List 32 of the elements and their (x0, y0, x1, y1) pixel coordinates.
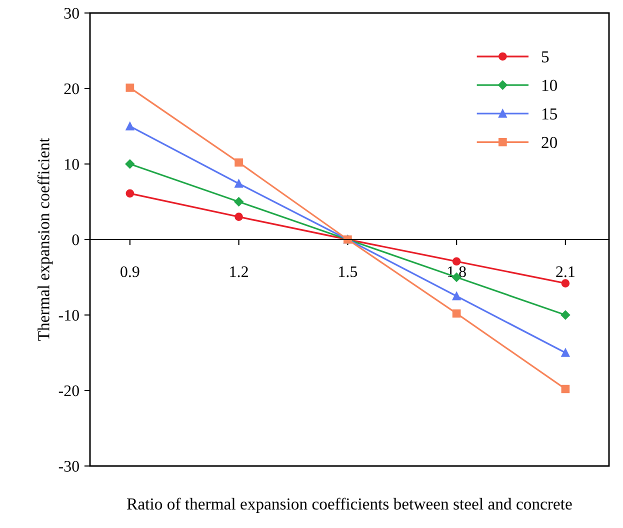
y-tick-label: 30 (64, 8, 79, 19)
point (560, 310, 570, 320)
point (126, 122, 134, 130)
legend-label: 5 (542, 51, 549, 62)
y-tick-label: 20 (64, 83, 79, 94)
x-tick-label: 1.2 (230, 266, 248, 278)
point (234, 212, 243, 222)
point (234, 179, 243, 188)
point (125, 159, 135, 169)
legend-label: 15 (542, 108, 558, 120)
y-tick-label: 0 (72, 234, 79, 246)
point (234, 197, 244, 206)
point (452, 292, 461, 300)
point (561, 279, 570, 288)
point (452, 257, 461, 266)
x-tick-label: 1.5 (339, 266, 358, 278)
point (452, 309, 461, 318)
legend-label: 20 (542, 136, 558, 148)
y-tick-label: 10 (65, 158, 79, 170)
point (561, 348, 570, 357)
x-axis-title: Ratio of thermal expansion coefficients between steel and concrete (127, 498, 572, 513)
y-axis-title: Thermal expansion coefficient (37, 138, 53, 341)
legend-label: 10 (542, 80, 558, 92)
y-tick-label: -10 (58, 310, 79, 321)
y-tick-label: -30 (58, 460, 79, 472)
point (126, 84, 134, 92)
x-tick-label: 0.9 (120, 266, 140, 278)
point (126, 189, 134, 198)
y-tick-label: -20 (58, 385, 79, 396)
point (234, 158, 243, 167)
point (561, 384, 570, 394)
x-tick-label: 2.1 (556, 266, 574, 278)
